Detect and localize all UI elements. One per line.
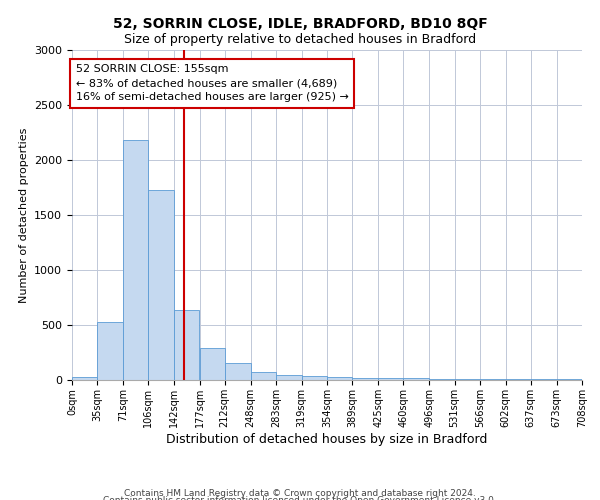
Bar — [97, 322, 123, 380]
Bar — [327, 377, 352, 380]
Bar — [225, 363, 251, 380]
Text: 52, SORRIN CLOSE, IDLE, BRADFORD, BD10 8QF: 52, SORRIN CLOSE, IDLE, BRADFORD, BD10 8… — [113, 18, 487, 32]
Bar — [429, 379, 455, 380]
Bar — [302, 376, 327, 380]
Bar — [378, 378, 403, 380]
Bar — [72, 377, 97, 380]
Bar — [174, 310, 199, 380]
Text: Contains HM Land Registry data © Crown copyright and database right 2024.: Contains HM Land Registry data © Crown c… — [124, 488, 476, 498]
Bar — [199, 348, 225, 380]
Text: Contains public sector information licensed under the Open Government Licence v3: Contains public sector information licen… — [103, 496, 497, 500]
Text: Size of property relative to detached houses in Bradford: Size of property relative to detached ho… — [124, 32, 476, 46]
Bar — [251, 372, 276, 380]
Text: 52 SORRIN CLOSE: 155sqm
← 83% of detached houses are smaller (4,689)
16% of semi: 52 SORRIN CLOSE: 155sqm ← 83% of detache… — [76, 64, 349, 102]
Y-axis label: Number of detached properties: Number of detached properties — [19, 128, 29, 302]
X-axis label: Distribution of detached houses by size in Bradford: Distribution of detached houses by size … — [166, 432, 488, 446]
Bar — [403, 378, 429, 380]
Bar — [148, 190, 174, 380]
Bar — [276, 374, 302, 380]
Bar — [123, 140, 148, 380]
Bar — [352, 378, 378, 380]
